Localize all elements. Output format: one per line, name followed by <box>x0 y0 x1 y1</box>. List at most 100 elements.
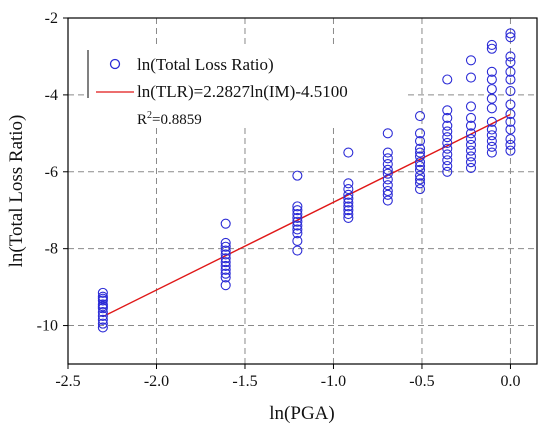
scatter-point <box>382 189 393 200</box>
scatter-point <box>442 112 453 124</box>
x-tick-label: -1.0 <box>321 373 346 390</box>
scatter-point <box>97 301 108 312</box>
scatter-point <box>442 120 453 131</box>
legend-fit-label: ln(TLR)=2.2827ln(IM)-4.5100 <box>137 82 348 101</box>
scatter-point <box>486 66 497 77</box>
scatter-point <box>220 264 231 275</box>
x-tick-label: -0.5 <box>409 373 434 390</box>
scatter-point <box>343 189 354 200</box>
y-tick-label: -4 <box>45 87 58 104</box>
y-axis-title: ln(Total Loss Ratio) <box>6 115 27 268</box>
scatter-point <box>442 143 453 154</box>
scatter-point <box>97 307 108 318</box>
legend-scatter-marker <box>109 58 121 70</box>
scatter-point <box>97 287 108 298</box>
scatter-point <box>382 180 393 191</box>
scatter-point <box>505 145 516 156</box>
scatter-point <box>292 245 303 256</box>
scatter-point <box>220 249 231 260</box>
scatter-point <box>343 184 354 195</box>
scatter-point <box>414 110 426 122</box>
scatter-point <box>220 241 231 252</box>
scatter-point <box>97 293 108 304</box>
scatter-point <box>292 205 303 216</box>
scatter-point <box>97 322 108 333</box>
scatter-point <box>465 112 477 124</box>
scatter-point <box>343 197 354 208</box>
scatter-point <box>414 143 426 154</box>
scatter-point <box>465 101 477 112</box>
scatter-point <box>505 57 516 68</box>
scatter-point <box>220 272 231 283</box>
scatter-point <box>220 260 231 272</box>
scatter-point <box>292 220 303 231</box>
scatter-point <box>97 314 108 325</box>
scatter-point <box>442 105 453 116</box>
scatter-point <box>486 141 497 152</box>
scatter-point <box>486 39 497 50</box>
scatter-point <box>292 170 303 181</box>
scatter-point <box>486 93 497 104</box>
scatter-point <box>465 151 477 162</box>
y-tick-label: -6 <box>45 164 58 181</box>
x-tick-label: -2.0 <box>144 373 169 390</box>
scatter-point <box>343 147 354 158</box>
scatter-point <box>486 43 497 54</box>
scatter-point <box>442 74 453 85</box>
scatter-point <box>505 109 516 120</box>
scatter-point <box>382 185 393 197</box>
scatter-point <box>382 128 393 139</box>
r-squared-value: =0.8859 <box>152 112 202 128</box>
scatter-point <box>486 147 497 158</box>
r-squared-prefix: R <box>137 112 147 128</box>
scatter-point <box>220 257 231 268</box>
scatter-point <box>442 160 453 172</box>
scatter-point <box>442 155 453 166</box>
x-tick-label: -1.5 <box>232 373 257 390</box>
scatter-point <box>220 218 231 229</box>
scatter-point <box>414 160 426 172</box>
scatter-point <box>465 120 477 131</box>
scatter-point <box>505 51 516 62</box>
scatter-point <box>414 184 426 195</box>
legend-scatter-label: ln(Total Loss Ratio) <box>137 55 274 74</box>
scatter-point <box>220 253 231 264</box>
scatter-point <box>292 235 303 247</box>
scatter-point <box>343 212 354 223</box>
scatter-point <box>505 124 516 135</box>
x-axis-title: ln(PGA) <box>269 403 334 424</box>
scatter-point <box>382 164 393 175</box>
scatter-point <box>220 280 231 291</box>
scatter-point <box>465 162 477 173</box>
r-squared-superscript: 2 <box>147 110 152 121</box>
legend-box <box>86 48 406 128</box>
scatter-point <box>292 216 303 227</box>
r-squared-annotation: R2=0.8859 <box>137 110 202 128</box>
scatter-point <box>382 174 393 185</box>
scatter-point <box>486 135 497 147</box>
scatter-point <box>442 132 453 143</box>
scatter-points <box>97 28 516 333</box>
scatter-point <box>486 103 497 114</box>
scatter-point <box>220 237 231 248</box>
scatter-point <box>505 134 516 145</box>
scatter-point <box>505 66 516 77</box>
scatter-point <box>97 318 108 329</box>
plot-frame <box>67 17 538 365</box>
scatter-point <box>220 268 231 279</box>
scatter-point <box>442 126 453 137</box>
scatter-point <box>292 228 303 239</box>
scatter-point <box>220 245 231 256</box>
scatter-point <box>505 116 516 127</box>
y-tick-label: -10 <box>37 318 58 335</box>
y-tick-label: -2 <box>45 10 58 27</box>
scatter-point <box>486 130 497 141</box>
scatter-point <box>486 74 497 85</box>
scatter-point <box>292 201 303 212</box>
scatter-point <box>505 139 516 150</box>
scatter-point <box>382 195 393 206</box>
scatter-point <box>505 85 516 97</box>
scatter-point <box>414 135 426 147</box>
scatter-point <box>343 201 354 212</box>
